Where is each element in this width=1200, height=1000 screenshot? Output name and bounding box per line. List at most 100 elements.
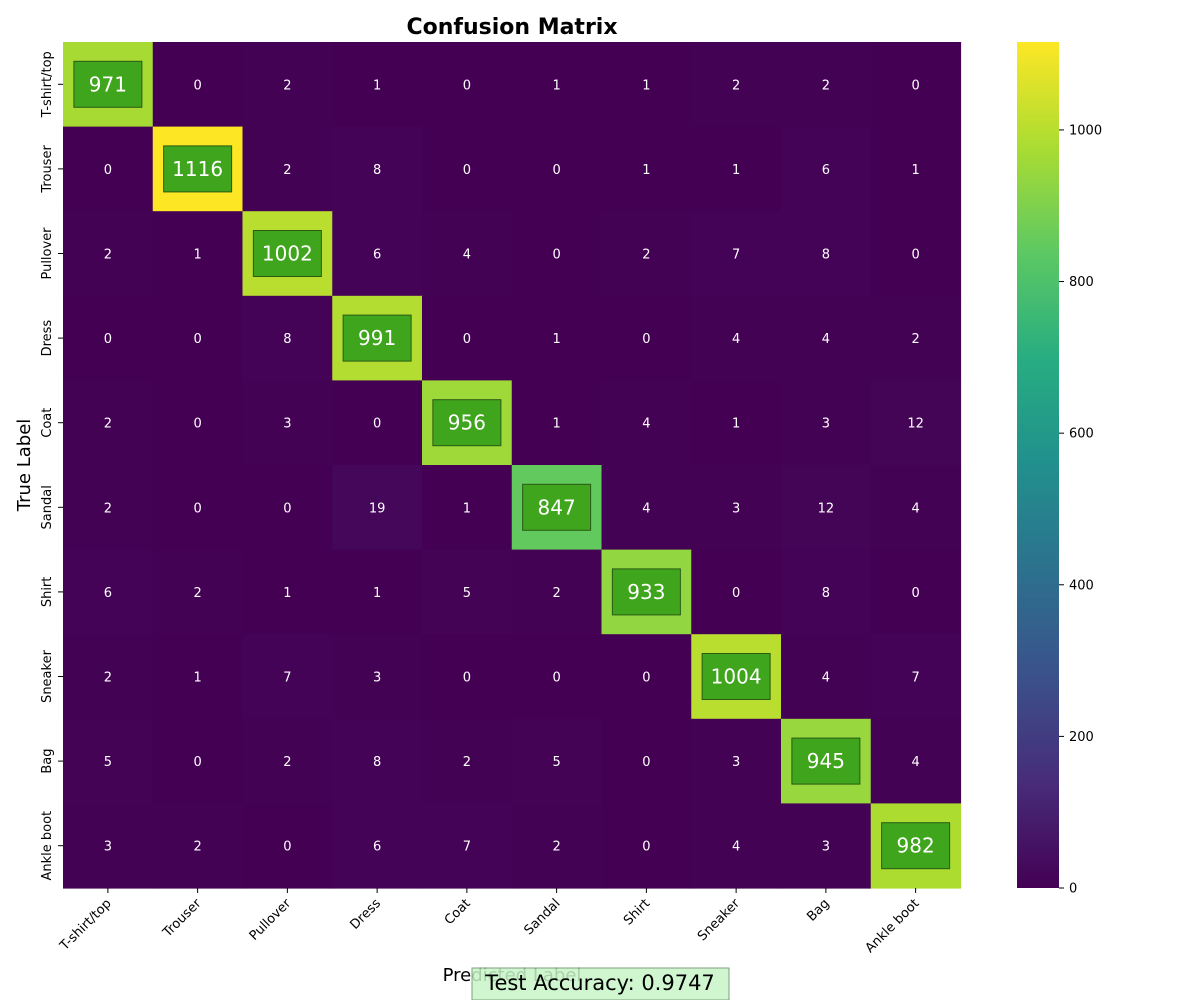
- cell-value-label: 0: [104, 163, 112, 178]
- cell-value-label: 7: [283, 671, 291, 686]
- heatmap-cell: [691, 803, 782, 889]
- heatmap-cell: [152, 803, 244, 889]
- cell-value-label: 0: [642, 332, 650, 347]
- cell-value-label: 5: [104, 755, 112, 770]
- cell-value-label: 0: [193, 78, 201, 93]
- y-axis-label: True Label: [14, 419, 35, 513]
- x-axis-ticks: T-shirt/top Trouser Pullover Dress Coat Sanda…: [57, 888, 922, 956]
- heatmap-cell: [781, 126, 872, 212]
- heatmap-cell: [601, 718, 692, 804]
- cell-value-label: 0: [463, 671, 471, 686]
- heatmap-cell: [152, 380, 244, 466]
- heatmap-cell: [332, 465, 423, 551]
- x-tick-label: Sandal: [522, 896, 564, 938]
- heatmap-cell: [870, 380, 962, 466]
- cell-value-label: 2: [104, 248, 112, 263]
- cell-value-label: 2: [104, 417, 112, 432]
- cell-value-label: 4: [732, 840, 740, 855]
- heatmap-cell: [422, 211, 513, 297]
- heatmap-cell: [332, 380, 423, 466]
- cell-value-label: 0: [642, 671, 650, 686]
- heatmap-cell: [781, 295, 872, 381]
- y-tick-label: Bag: [40, 749, 55, 774]
- cell-value-label: 1: [642, 163, 650, 178]
- cell-value-label: 8: [373, 163, 381, 178]
- cell-value-label: 1: [463, 501, 471, 516]
- heatmap-cell: [870, 42, 962, 128]
- cell-value-label: 0: [552, 671, 560, 686]
- cell-value-label: 7: [732, 248, 740, 263]
- heatmap-cell: [242, 634, 333, 720]
- cell-value-label: 933: [627, 580, 665, 604]
- diagonal-highlight-box: [252, 230, 322, 277]
- cell-value-label: 4: [642, 501, 650, 516]
- cell-value-label: 1: [732, 417, 740, 432]
- cell-value-label: 1: [283, 586, 291, 601]
- cell-value-label: 2: [283, 78, 291, 93]
- heatmap-cell: [242, 465, 333, 551]
- cell-value-label: 4: [732, 332, 740, 347]
- heatmap-cell: [332, 634, 423, 720]
- x-tick-label: Bag: [804, 896, 832, 924]
- cell-value-label: 0: [463, 78, 471, 93]
- cell-value-label: 1: [732, 163, 740, 178]
- cell-value-label: 0: [642, 755, 650, 770]
- diagonal-highlight-box: [611, 568, 681, 616]
- cell-value-label: 2: [283, 755, 291, 770]
- cell-value-label: 3: [822, 840, 830, 855]
- heatmap-cell: [422, 634, 513, 720]
- cell-value-label: 3: [283, 417, 291, 432]
- cell-value-label: 2: [193, 840, 201, 855]
- diagonal-highlight-box: [342, 314, 412, 362]
- cell-value-label: 3: [732, 501, 740, 516]
- heatmap-cell: [332, 718, 423, 804]
- heatmap-cell: [63, 718, 154, 804]
- heatmap-cell: [781, 634, 872, 720]
- cell-value-label: 12: [907, 417, 924, 432]
- chart-title: Confusion Matrix: [406, 15, 617, 40]
- cell-value-label: 4: [822, 332, 830, 347]
- cell-value-label: 2: [642, 248, 650, 263]
- heatmap-cell: [242, 295, 333, 381]
- x-tick-label: Shirt: [621, 896, 653, 928]
- heatmap-cell: [63, 803, 154, 889]
- y-tick-label: Coat: [40, 408, 55, 438]
- heatmap-cells: [63, 42, 962, 889]
- heatmap-cell: [422, 42, 513, 128]
- cell-value-label: 1: [552, 332, 560, 347]
- heatmap-cell: [511, 380, 603, 466]
- heatmap-cell: [422, 295, 513, 381]
- heatmap-cell: [691, 549, 782, 635]
- heatmap-cell: [691, 295, 782, 381]
- heatmap-cell: [601, 634, 692, 720]
- cell-value-label: 2: [732, 78, 740, 93]
- heatmap-cell: [63, 295, 154, 381]
- cell-value-label: 5: [552, 755, 560, 770]
- colorbar-tick-label: 600: [1069, 427, 1094, 442]
- x-tick-label: Trouser: [160, 896, 205, 941]
- cell-value-label: 1: [911, 163, 919, 178]
- colorbar-tick-label: 400: [1069, 578, 1094, 593]
- colorbar: [1017, 42, 1059, 888]
- cell-value-label: 3: [822, 417, 830, 432]
- heatmap-cell: [242, 803, 333, 889]
- cell-value-label: 991: [358, 326, 396, 350]
- diagonal-highlight-box: [522, 483, 592, 531]
- heatmap-cell: [601, 42, 692, 128]
- heatmap-cell: [332, 549, 423, 635]
- y-tick-label: Trouser: [40, 145, 55, 194]
- heatmap-cell: [511, 803, 603, 889]
- heatmap-cell: [870, 549, 962, 635]
- cell-value-label: 8: [822, 586, 830, 601]
- heatmap-cell: [511, 42, 603, 128]
- heatmap-cell: [601, 803, 692, 889]
- diagonal-highlight-box: [163, 145, 233, 193]
- heatmap-cell: [332, 42, 423, 128]
- cell-value-label: 1004: [711, 665, 762, 689]
- heatmap-cell: [332, 803, 423, 889]
- y-tick-label: Dress: [40, 320, 55, 357]
- cell-value-label: 847: [538, 495, 576, 519]
- cell-value-label: 0: [193, 755, 201, 770]
- diagonal-highlight-box: [881, 822, 951, 870]
